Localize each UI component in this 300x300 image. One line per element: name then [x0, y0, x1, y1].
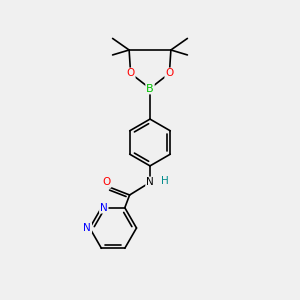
- Text: N: N: [100, 203, 108, 213]
- Text: O: O: [127, 68, 135, 78]
- Text: O: O: [165, 68, 173, 78]
- Text: N: N: [83, 223, 91, 233]
- Text: B: B: [146, 83, 154, 94]
- Text: H: H: [160, 176, 168, 186]
- Text: O: O: [102, 177, 111, 187]
- Text: N: N: [146, 177, 154, 188]
